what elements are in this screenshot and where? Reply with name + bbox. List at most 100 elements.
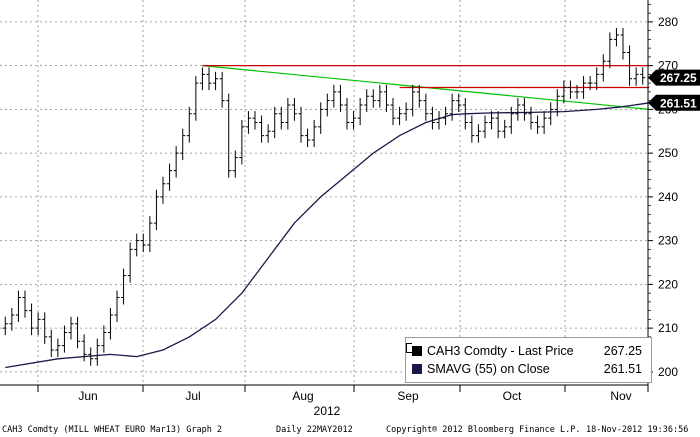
- price-bar: [127, 242, 133, 283]
- price-bar: [443, 106, 449, 126]
- price-bar: [410, 84, 416, 117]
- price-bar: [364, 89, 370, 112]
- price-bar: [495, 111, 501, 139]
- price-bar: [482, 115, 488, 139]
- legend-label-price: CAH3 Comdty - Last Price: [427, 344, 574, 358]
- price-bar: [259, 115, 265, 143]
- x-axis-year: 2012: [314, 404, 341, 418]
- price-bar: [429, 106, 435, 130]
- price-bar: [475, 124, 481, 143]
- price-bar: [324, 93, 330, 117]
- price-bar: [29, 303, 35, 336]
- y-tick-label: 250: [658, 146, 678, 160]
- legend-item-sma: SMAVG (55) on Close 261.51: [412, 360, 642, 378]
- price-bar: [620, 28, 626, 60]
- last-price-tag-shape: [648, 69, 700, 86]
- price-bar: [587, 76, 593, 91]
- price-bar: [318, 102, 324, 134]
- price-bar: [305, 128, 311, 147]
- price-bar: [134, 233, 140, 257]
- price-bar: [581, 76, 587, 99]
- price-bar: [285, 98, 291, 130]
- last-value-tags: 267.25 261.51: [648, 69, 700, 111]
- y-tick-label: 270: [658, 59, 678, 73]
- price-bar: [15, 290, 21, 322]
- price-bar: [351, 111, 357, 130]
- y-tick-label: 230: [658, 234, 678, 248]
- sma-series: [5, 102, 650, 369]
- price-bar: [528, 106, 534, 130]
- legend-label-sma: SMAVG (55) on Close: [427, 362, 550, 376]
- footer-timestamp: 18-Nov-2012 19:36:56: [586, 425, 689, 435]
- price-bar: [68, 316, 74, 340]
- last-price-tag-label: 267.25: [660, 71, 697, 85]
- price-bar: [607, 32, 613, 69]
- price-bar: [239, 119, 245, 165]
- price-bar: [561, 80, 567, 104]
- price-bar: [213, 71, 219, 91]
- price-bar: [469, 115, 475, 143]
- price-bar: [331, 84, 337, 108]
- y-tick-label: 210: [658, 321, 678, 335]
- price-bar: [114, 290, 120, 322]
- ohlc-bars: [2, 28, 646, 366]
- x-tick-label: Aug: [292, 389, 313, 403]
- price-bar: [265, 124, 271, 143]
- price-bar: [219, 71, 225, 108]
- footer-copyright: Copyright® 2012 Bloomberg Finance L.P.: [386, 425, 581, 435]
- price-bar: [613, 28, 619, 47]
- price-bar: [633, 67, 639, 86]
- price-bar: [600, 54, 606, 82]
- price-bar: [199, 67, 205, 91]
- price-bar: [416, 84, 422, 108]
- chart-grid: [0, 0, 649, 385]
- price-bar: [101, 325, 107, 353]
- price-bar: [640, 67, 646, 85]
- price-bar: [515, 98, 521, 121]
- price-bar: [75, 316, 81, 349]
- price-bar: [140, 233, 146, 252]
- price-bar: [22, 290, 28, 318]
- price-bar: [456, 93, 462, 112]
- footer: CAH3 Comdty (MILL WHEAT EURO Mar13) Grap…: [0, 420, 700, 437]
- y-tick-label: 240: [658, 190, 678, 204]
- price-bar: [423, 93, 429, 121]
- y-tick-label: 220: [658, 277, 678, 291]
- price-bar: [193, 76, 199, 121]
- price-bar: [226, 93, 232, 178]
- price-bar: [180, 128, 186, 161]
- price-bar: [462, 98, 468, 130]
- price-bar: [107, 308, 113, 340]
- price-bar: [48, 329, 54, 357]
- price-bar: [567, 80, 573, 99]
- footer-security: CAH3 Comdty (MILL WHEAT EURO Mar13) Grap…: [2, 425, 223, 435]
- price-bar: [272, 106, 278, 139]
- trend-lines: [202, 65, 650, 110]
- price-bar: [502, 119, 508, 139]
- price-bar: [278, 106, 284, 130]
- price-bar: [121, 268, 127, 305]
- plot-area: [0, 0, 648, 385]
- legend-value-sma: 261.51: [603, 362, 642, 376]
- price-bar: [489, 111, 495, 130]
- legend: CAH3 Comdty - Last Price 267.25 SMAVG (55…: [405, 337, 652, 383]
- sma-line: [5, 102, 650, 369]
- x-tick-label: Jun: [78, 389, 97, 403]
- price-bar: [521, 98, 527, 121]
- legend-value-price: 267.25: [603, 344, 642, 358]
- price-bar: [55, 338, 61, 357]
- price-bar: [153, 189, 159, 231]
- price-bar: [232, 150, 238, 178]
- price-bar: [357, 98, 363, 126]
- price-bar: [88, 347, 94, 366]
- price-bar: [344, 98, 350, 130]
- price-bar: [206, 67, 212, 91]
- price-bar: [337, 84, 343, 112]
- price-bar: [291, 98, 297, 121]
- price-bar: [508, 106, 514, 134]
- price-bar: [2, 316, 8, 336]
- price-bar: [554, 89, 560, 117]
- sma-value-tag-shape: [648, 94, 700, 111]
- footer-range: Daily 22MAY2012: [276, 425, 353, 435]
- x-tick-label: Jul: [185, 389, 200, 403]
